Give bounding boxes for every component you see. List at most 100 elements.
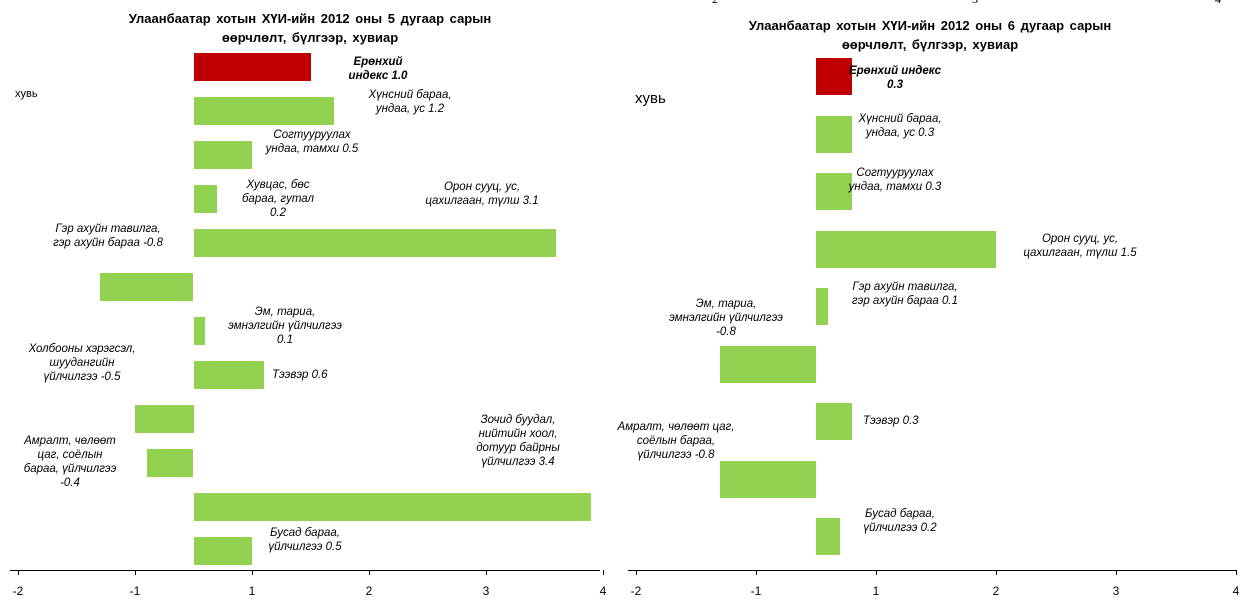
value-label: 3.1: [522, 195, 539, 207]
tick-mark: [756, 570, 757, 575]
category-label: Тээвэр: [863, 415, 900, 427]
category-label: Тээвэр: [272, 369, 309, 381]
category-label: Ерөнхий индекс: [848, 65, 941, 77]
bar: [816, 403, 852, 440]
category-label: Гэр ахуйн тавилга, гэр ахуйн бараа: [53, 223, 161, 249]
fragment-text: 4: [1215, 0, 1221, 7]
category-label: Амралт, чөлөөт цаг, соёлын бараа, үйлчил…: [23, 435, 117, 475]
tick-mark: [252, 570, 253, 575]
value-label: -0.8: [143, 237, 163, 249]
data-label: Бусад бараа, үйлчилгээ 0.5: [255, 526, 355, 554]
value-label: 1.5: [1120, 247, 1137, 259]
value-label: -0.8: [694, 449, 715, 461]
x-tick-label: -1: [129, 584, 141, 598]
data-label: Гэр ахуйн тавилга, гэр ахуйн бараа -0.8: [48, 222, 168, 250]
data-label: Хувцас, бөс бараа, гутал 0.2: [233, 178, 323, 220]
x-tick-label: 3: [482, 584, 490, 598]
bar: [193, 229, 557, 257]
category-label: Холбооны хэрэгсэл, шуудангийн үйлчилгээ: [28, 343, 136, 383]
x-tick-label: 2: [365, 584, 373, 598]
bar: [193, 317, 206, 345]
value-label: 0.1: [277, 334, 293, 346]
category-label: Хувцас, бөс бараа, гутал: [241, 179, 315, 205]
data-label: Согтууруулах ундаа, тамхи 0.5: [257, 128, 367, 156]
data-label: Ерөнхий индекс 1.0: [333, 55, 423, 83]
category-label: Бусад бараа, үйлчилгээ: [863, 508, 935, 534]
bar: [816, 288, 828, 325]
category-label: Эм, тариа, эмнэлгийн үйлчилгээ: [228, 306, 342, 332]
fragment-text: 2: [712, 0, 718, 7]
tick-mark: [1236, 570, 1237, 575]
value-label: 0.5: [325, 541, 342, 553]
tick-mark: [1116, 570, 1117, 575]
category-label: Орон сууц, ус, цахилгаан, түлш: [1023, 233, 1119, 259]
bar: [193, 493, 592, 521]
value-label: 0.3: [902, 415, 919, 427]
value-label: 0.6: [311, 369, 328, 381]
bar: [816, 173, 852, 210]
x-tick-label: 1: [872, 584, 880, 598]
value-label: 0.3: [918, 127, 935, 139]
x-axis-line: [628, 570, 1236, 571]
x-tick-label: 4: [599, 584, 607, 598]
bar: [193, 97, 334, 125]
x-tick-label: -1: [750, 584, 762, 598]
bar: [720, 345, 816, 383]
value-label: 3.4: [538, 456, 555, 468]
data-label: Орон сууц, ус, цахилгаан, түлш 3.1: [422, 180, 542, 208]
x-tick-label: 2: [992, 584, 1000, 598]
bar: [816, 230, 996, 268]
data-label: Эм, тариа, эмнэлгийн үйлчилгээ -0.8: [666, 297, 786, 339]
bar: [720, 460, 816, 498]
bar: [99, 273, 194, 301]
x-tick-label: -2: [630, 584, 642, 598]
chart-title: Улаанбаатар хотын ХҮИ-ийн 2012 оны 6 дуг…: [748, 18, 1112, 52]
bar: [193, 361, 264, 389]
y-axis-label: хувь: [635, 90, 666, 107]
bar: [193, 185, 217, 213]
data-label: Амралт, чөлөөт цаг, соёлын бараа, үйлчил…: [616, 420, 736, 462]
value-label: 0.3: [887, 79, 903, 91]
data-label: Эм, тариа, эмнэлгийн үйлчилгээ 0.1: [225, 305, 345, 347]
tick-mark: [876, 570, 877, 575]
data-label: Гэр ахуйн тавилга, гэр ахуйн бараа 0.1: [850, 280, 960, 308]
x-tick-label: -2: [12, 584, 24, 598]
value-label: -0.4: [60, 477, 80, 489]
tick-mark: [636, 570, 637, 575]
value-label: 0.5: [342, 143, 359, 155]
data-label: Холбооны хэрэгсэл, шуудангийн үйлчилгээ …: [27, 342, 137, 384]
value-label: 0.2: [270, 207, 286, 219]
bar: [146, 449, 194, 477]
bar: [135, 405, 194, 433]
value-label: -0.8: [716, 326, 736, 338]
tick-mark: [18, 570, 19, 575]
tick-mark: [369, 570, 370, 575]
tick-mark: [486, 570, 487, 575]
y-axis-label: хувь: [15, 88, 38, 100]
category-label: Согтууруулах ундаа, тамхи: [265, 129, 351, 155]
tick-mark: [135, 570, 136, 575]
bar: [816, 115, 852, 153]
bar: [193, 53, 311, 81]
category-label: Орон сууц, ус, цахилгаан, түлш: [425, 181, 521, 207]
data-label: Ерөнхий индекс 0.3: [840, 64, 950, 92]
category-label: Согтууруулах ундаа, тамхи: [848, 167, 934, 193]
data-label: Орон сууц, ус, цахилгаан, түлш 1.5: [1020, 232, 1140, 260]
category-label: Амралт, чөлөөт цаг, соёлын бараа, үйлчил…: [617, 421, 735, 461]
bar: [816, 58, 852, 95]
data-label: Зочид буудал, нийтийн хоол, дотуур байрн…: [458, 413, 578, 469]
x-tick-label: 3: [1112, 584, 1120, 598]
data-label: Бусад бараа, үйлчилгээ 0.2: [850, 507, 950, 535]
category-label: Бусад бараа, үйлчилгээ: [268, 527, 340, 553]
data-label: Согтууруулах ундаа, тамхи 0.3: [840, 166, 950, 194]
category-label: Эм, тариа, эмнэлгийн үйлчилгээ: [669, 298, 783, 324]
tick-mark: [603, 570, 604, 575]
value-label: 0.2: [920, 522, 937, 534]
value-label: 1.2: [428, 103, 445, 115]
data-label: Хүнсний бараа, ундаа, ус 0.3: [850, 112, 950, 140]
x-axis-line: [10, 570, 600, 571]
x-tick-label: 1: [248, 584, 256, 598]
value-label: 1.0: [391, 70, 408, 82]
data-label: Хүнсний бараа, ундаа, ус 1.2: [360, 88, 460, 116]
tick-mark: [996, 570, 997, 575]
